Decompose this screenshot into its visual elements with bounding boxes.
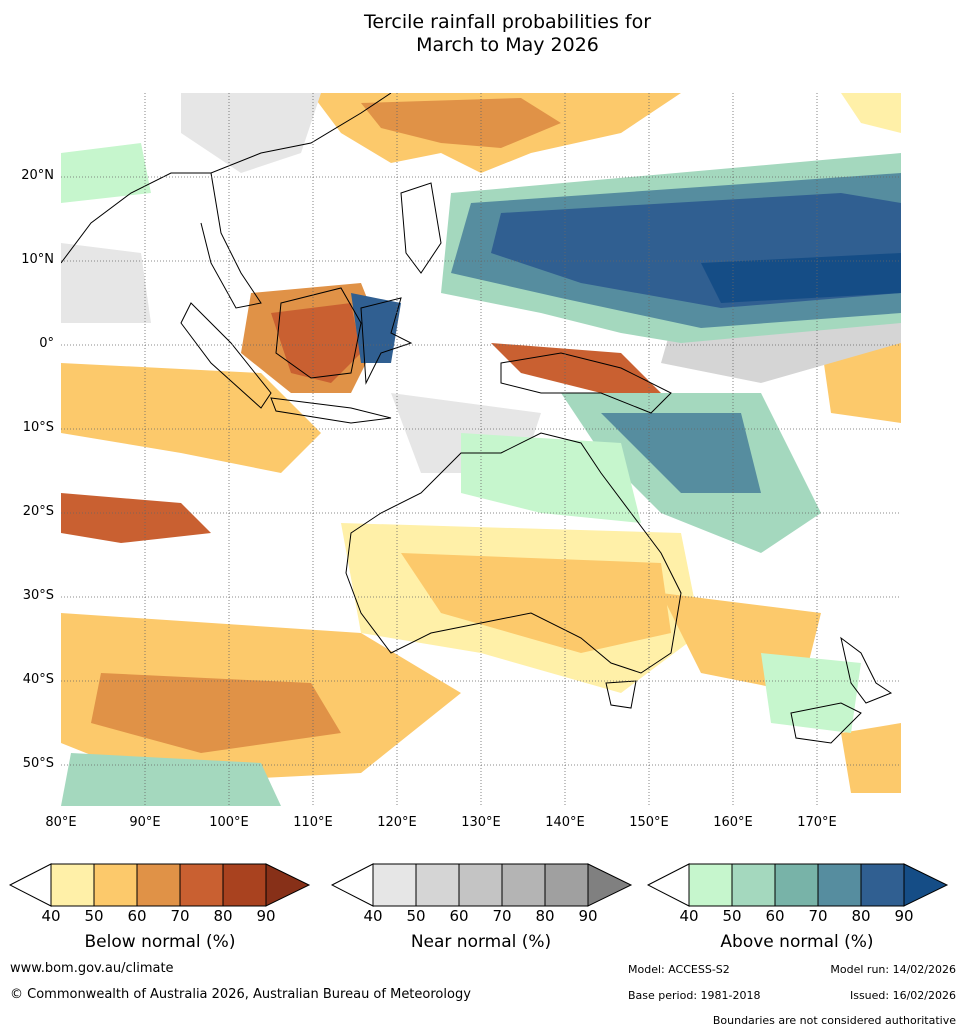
lat-label-20s: 20°S <box>22 504 54 519</box>
colorbar-below <box>9 863 311 907</box>
coastline-new-zealand-north <box>840 636 893 704</box>
footer-website: www.bom.gov.au/climate <box>10 961 174 976</box>
lat-label-20n: 20°N <box>21 168 54 183</box>
tick-below-70: 70 <box>170 907 190 925</box>
region-above-tasman-east <box>761 653 861 733</box>
map-svg <box>61 93 901 806</box>
coastline-philippines <box>400 182 442 274</box>
lat-label-30s: 30°S <box>22 588 54 603</box>
tick-below-60: 60 <box>127 907 147 925</box>
region-above-pacific-max <box>701 253 901 303</box>
coastline-sulawesi <box>360 297 413 385</box>
lon-label-160e: 160°E <box>713 815 753 830</box>
lat-label-50s: 50°S <box>22 756 54 771</box>
footer-boundaries-note: Boundaries are not considered authoritat… <box>712 1014 956 1027</box>
lon-label-100e: 100°E <box>209 815 249 830</box>
lon-label-150e: 150°E <box>629 815 669 830</box>
coastline-java <box>270 397 392 424</box>
coastline-sumatra <box>180 302 272 409</box>
colorbar-near <box>331 863 633 907</box>
region-below-southeast <box>841 723 901 793</box>
footer-model: Model: ACCESS-S2 <box>628 963 730 976</box>
lat-label-10n: 10°N <box>21 252 54 267</box>
region-below-new-guinea <box>491 343 661 393</box>
tick-below-50: 50 <box>84 907 104 925</box>
tick-below-40: 40 <box>41 907 61 925</box>
above-normal-regions <box>61 143 901 806</box>
region-above-coral-core <box>601 413 761 493</box>
region-below-northeast <box>841 93 901 133</box>
region-below-indian-ocean-band <box>61 493 211 543</box>
lon-label-110e: 110°E <box>293 815 333 830</box>
lon-label-90e: 90°E <box>129 815 161 830</box>
tick-above-50: 50 <box>722 907 742 925</box>
map-gridlines <box>61 93 901 806</box>
tick-above-70: 70 <box>808 907 828 925</box>
lon-label-170e: 170°E <box>797 815 837 830</box>
colorbar-below-label: Below normal (%) <box>84 932 236 952</box>
coastline-new-zealand-south <box>790 702 862 744</box>
region-below-north-pacific-core <box>361 98 561 148</box>
tick-near-40: 40 <box>363 907 383 925</box>
tick-near-90: 90 <box>578 907 598 925</box>
coastline-tasmania <box>605 680 637 709</box>
tick-above-40: 40 <box>679 907 699 925</box>
tick-above-90: 90 <box>894 907 914 925</box>
coastline-mainland-asia <box>61 93 392 309</box>
tick-below-90: 90 <box>256 907 276 925</box>
tick-near-70: 70 <box>492 907 512 925</box>
lat-label-10s: 10°S <box>22 420 54 435</box>
lon-label-140e: 140°E <box>545 815 585 830</box>
region-near-west <box>61 243 151 323</box>
colorbar-near-label: Near normal (%) <box>410 932 552 952</box>
lat-label-40s: 40°S <box>22 672 54 687</box>
region-below-south-ocean-core <box>91 673 341 753</box>
footer-base-period: Base period: 1981-2018 <box>628 989 761 1002</box>
tick-below-80: 80 <box>213 907 233 925</box>
footer-model-run: Model run: 14/02/2026 <box>830 963 956 976</box>
probability-map <box>61 93 901 806</box>
tick-near-60: 60 <box>449 907 469 925</box>
lon-label-130e: 130°E <box>461 815 501 830</box>
tick-above-80: 80 <box>851 907 871 925</box>
lon-label-80e: 80°E <box>45 815 77 830</box>
region-above-southwest <box>61 753 281 806</box>
region-above-northwest <box>61 143 151 203</box>
tick-near-80: 80 <box>535 907 555 925</box>
region-below-indian-ocean <box>61 363 321 473</box>
region-below-australia-inner <box>401 553 671 653</box>
coastlines <box>61 93 893 744</box>
region-below-borneo-core <box>271 303 361 383</box>
below-normal-regions <box>61 93 901 793</box>
lat-label-0: 0° <box>39 336 54 351</box>
footer-issued: Issued: 16/02/2026 <box>849 989 956 1002</box>
colorbar-above <box>647 863 949 907</box>
tick-above-60: 60 <box>765 907 785 925</box>
coastline-new-guinea <box>500 352 672 414</box>
coastline-borneo <box>275 287 362 379</box>
tick-near-50: 50 <box>406 907 426 925</box>
chart-title-line1: Tercile rainfall probabilities for <box>363 11 652 33</box>
colorbar-above-label: Above normal (%) <box>720 932 874 952</box>
region-above-north-australia <box>461 433 641 523</box>
chart-title-line2: March to May 2026 <box>416 34 599 56</box>
lon-label-120e: 120°E <box>377 815 417 830</box>
footer-copyright: © Commonwealth of Australia 2026, Austra… <box>10 987 471 1002</box>
region-near-indochina <box>181 93 321 173</box>
